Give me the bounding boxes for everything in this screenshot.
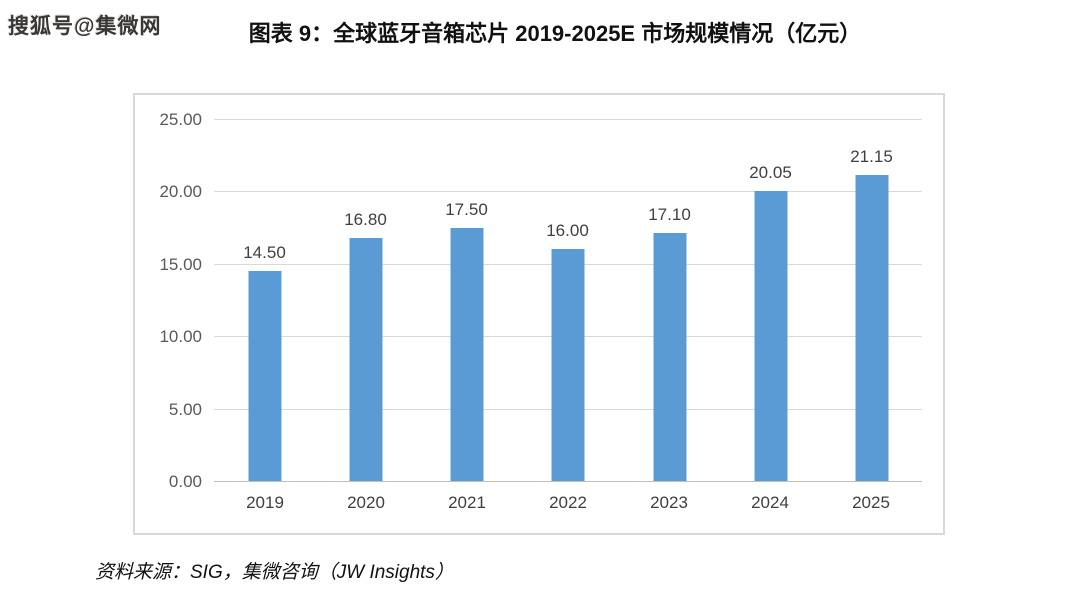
bar-slot-2023: 17.10 — [619, 119, 720, 481]
bar-slot-2022: 16.00 — [517, 119, 618, 481]
bar-data-label: 14.50 — [243, 243, 286, 262]
bar-2020 — [349, 238, 382, 481]
x-tick-label: 2024 — [751, 493, 789, 512]
sohu-watermark: 搜狐号@集微网 — [8, 15, 162, 38]
x-tick-label: 2019 — [246, 493, 284, 512]
bar-data-label: 20.05 — [749, 163, 792, 182]
bar-slot-2019: 14.50 — [214, 119, 315, 481]
bar-data-label: 21.15 — [850, 147, 893, 166]
gridline-20.00 — [214, 191, 922, 192]
y-tick-label: 0.00 — [168, 472, 202, 491]
bar-slot-2020: 16.80 — [315, 119, 416, 481]
y-tick-label: 5.00 — [168, 400, 202, 419]
bar-slot-2021: 17.50 — [416, 119, 517, 481]
bar-slot-2025: 21.15 — [821, 119, 922, 481]
y-tick-label: 15.00 — [159, 255, 202, 274]
x-tick-label: 2021 — [448, 493, 486, 512]
bar-data-label: 16.80 — [344, 210, 387, 229]
bar-2024 — [754, 191, 787, 481]
y-tick-label: 10.00 — [159, 327, 202, 346]
x-tick-label: 2022 — [549, 493, 587, 512]
gridline-0.00 — [214, 481, 922, 482]
bar-2022 — [551, 249, 584, 481]
bar-2025 — [855, 175, 888, 481]
x-tick-label: 2023 — [650, 493, 688, 512]
bar-data-label: 17.50 — [445, 200, 488, 219]
plot-area: 14.50 16.80 17.50 16.00 17.10 20.05 21.15 2019… — [214, 119, 922, 512]
y-tick-label: 20.00 — [159, 182, 202, 201]
y-tick-label: 25.00 — [159, 110, 202, 129]
bar-slot-2024: 20.05 — [720, 119, 821, 481]
bar-data-label: 16.00 — [546, 221, 589, 240]
bar-data-label: 17.10 — [648, 205, 691, 224]
x-tick-label: 2025 — [852, 493, 890, 512]
chart-frame: 14.50 16.80 17.50 16.00 17.10 20.05 21.15 2019… — [133, 93, 945, 535]
gridline-25.00 — [214, 119, 922, 120]
chart-title: 图表 9：全球蓝牙音箱芯片 2019-2025E 市场规模情况（亿元） — [248, 21, 862, 46]
source-note: 资料来源：SIG，集微咨询（JW Insights） — [95, 562, 454, 583]
bar-2023 — [653, 233, 686, 481]
bar-2019 — [248, 271, 281, 481]
bar-2021 — [450, 228, 483, 481]
x-tick-label: 2020 — [347, 493, 385, 512]
